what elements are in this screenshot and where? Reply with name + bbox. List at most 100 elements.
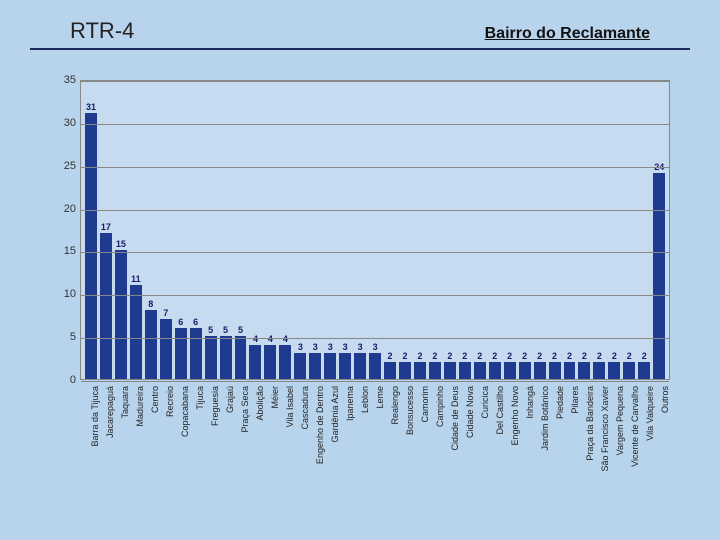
bar xyxy=(474,362,486,379)
bar-slot: 4 xyxy=(279,81,291,379)
x-label-slot: Tijuca xyxy=(189,382,201,502)
bar-slot: 24 xyxy=(653,81,665,379)
bar-value-label: 6 xyxy=(178,318,183,327)
bar-slot: 6 xyxy=(190,81,202,379)
bar xyxy=(294,353,306,379)
x-label-slot: Piedade xyxy=(549,382,561,502)
bar-slot: 2 xyxy=(578,81,590,379)
bar-value-label: 2 xyxy=(552,352,557,361)
bar xyxy=(249,345,261,379)
bar-slot: 2 xyxy=(534,81,546,379)
bar xyxy=(160,319,172,379)
bar-value-label: 2 xyxy=(402,352,407,361)
bar xyxy=(399,362,411,379)
bar xyxy=(519,362,531,379)
bar-slot: 5 xyxy=(205,81,217,379)
bar-slot: 3 xyxy=(354,81,366,379)
bar xyxy=(608,362,620,379)
bar-slot: 2 xyxy=(444,81,456,379)
bar-slot: 4 xyxy=(264,81,276,379)
x-label-slot: Outros xyxy=(654,382,666,502)
x-label-slot: São Francisco Xavier xyxy=(594,382,606,502)
header-bar: RTR-4 Bairro do Reclamante xyxy=(30,0,690,50)
grid-line xyxy=(81,252,669,253)
bar-value-label: 2 xyxy=(567,352,572,361)
bar-value-label: 31 xyxy=(86,103,96,112)
bar xyxy=(638,362,650,379)
x-label-slot: Inhangá xyxy=(519,382,531,502)
bar xyxy=(549,362,561,379)
bar-value-label: 15 xyxy=(116,240,126,249)
x-label-slot: Ipanema xyxy=(339,382,351,502)
bar-slot: 2 xyxy=(519,81,531,379)
bar xyxy=(175,328,187,379)
bar-value-label: 11 xyxy=(131,275,141,284)
bar xyxy=(504,362,516,379)
x-label-slot: Vila Isabel xyxy=(279,382,291,502)
bar-slot: 2 xyxy=(459,81,471,379)
bar-slot: 2 xyxy=(384,81,396,379)
bar-value-label: 2 xyxy=(492,352,497,361)
bar xyxy=(145,310,157,379)
bar-slot: 4 xyxy=(249,81,261,379)
x-label-slot: Abolição xyxy=(249,382,261,502)
bar-slot: 2 xyxy=(608,81,620,379)
x-label-slot: Cidade de Deus xyxy=(444,382,456,502)
bar xyxy=(85,113,97,379)
bar xyxy=(623,362,635,379)
x-label-slot: Camorim xyxy=(414,382,426,502)
x-label-slot: Campinho xyxy=(429,382,441,502)
bar-slot: 2 xyxy=(623,81,635,379)
bar-slot: 2 xyxy=(414,81,426,379)
bar-value-label: 5 xyxy=(208,326,213,335)
x-label-slot: Curicica xyxy=(474,382,486,502)
bar-slot: 5 xyxy=(220,81,232,379)
bar-slot: 3 xyxy=(294,81,306,379)
bar-slot: 8 xyxy=(145,81,157,379)
bar-slot: 3 xyxy=(339,81,351,379)
bar-slot: 2 xyxy=(564,81,576,379)
bar xyxy=(339,353,351,379)
x-label-slot: Vargem Pequena xyxy=(609,382,621,502)
x-label-slot: Vila Valqueire xyxy=(639,382,651,502)
bar-slot: 15 xyxy=(115,81,127,379)
x-label-slot: Vicente de Carvalho xyxy=(624,382,636,502)
bar xyxy=(564,362,576,379)
x-label-slot: Realengo xyxy=(384,382,396,502)
x-label-slot: Barra da Tijuca xyxy=(84,382,96,502)
bar-value-label: 3 xyxy=(373,343,378,352)
bar-slot: 6 xyxy=(175,81,187,379)
bar-value-label: 2 xyxy=(417,352,422,361)
bar xyxy=(459,362,471,379)
x-label-slot: Copacabana xyxy=(174,382,186,502)
bar-value-label: 5 xyxy=(238,326,243,335)
x-label-slot: Cidade Nova xyxy=(459,382,471,502)
x-label-slot: Del Castilho xyxy=(489,382,501,502)
x-label-slot: Jacarepaguá xyxy=(99,382,111,502)
bar xyxy=(279,345,291,379)
page-title: Bairro do Reclamante xyxy=(485,25,650,43)
grid-line xyxy=(81,81,669,82)
bar-slot: 31 xyxy=(85,81,97,379)
bar-slot: 2 xyxy=(429,81,441,379)
grid-line xyxy=(81,338,669,339)
x-label-slot: Taquara xyxy=(114,382,126,502)
bar xyxy=(489,362,501,379)
y-tick-label: 25 xyxy=(50,160,76,172)
grid-line xyxy=(81,124,669,125)
x-label-slot: Grajaú xyxy=(219,382,231,502)
bar xyxy=(115,250,127,379)
y-tick-label: 10 xyxy=(50,288,76,300)
bar xyxy=(534,362,546,379)
bar xyxy=(414,362,426,379)
bar-slot: 3 xyxy=(309,81,321,379)
bar-value-label: 7 xyxy=(163,309,168,318)
bar-value-label: 2 xyxy=(522,352,527,361)
bar xyxy=(130,285,142,379)
bar-value-label: 2 xyxy=(537,352,542,361)
x-axis-labels: Barra da TijucaJacarepaguáTaquaraMadurei… xyxy=(80,382,670,502)
bar-slot: 2 xyxy=(504,81,516,379)
bar-value-label: 3 xyxy=(313,343,318,352)
grid-line xyxy=(81,167,669,168)
x-label-slot: Engenho de Dentro xyxy=(309,382,321,502)
